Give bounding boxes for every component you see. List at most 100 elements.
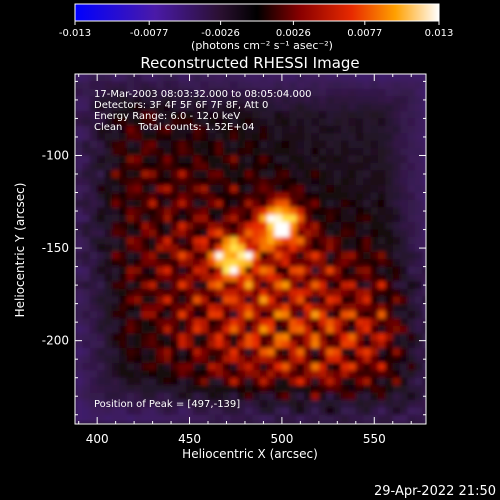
heatmap-cell [407,266,416,275]
heatmap-cell [104,88,113,97]
heatmap-cell [267,362,276,371]
heatmap-cell [126,118,135,127]
heatmap-cell [126,74,135,75]
heatmap-cell [281,325,290,334]
heatmap-cell [274,392,283,401]
heatmap-cell [178,96,187,105]
heatmap-cell [289,377,298,386]
heatmap-cell [75,236,83,245]
heatmap-cell [363,266,372,275]
heatmap-cell [407,207,416,216]
heatmap-cell [156,140,165,149]
heatmap-cell [252,274,261,283]
heatmap-cell [311,118,320,127]
heatmap-cell [252,111,261,120]
heatmap-cell [400,96,409,105]
heatmap-cell [267,325,276,334]
heatmap-cell [326,207,335,216]
heatmap-cell [119,348,128,357]
heatmap-cell [341,377,350,386]
heatmap-cell [422,377,426,386]
heatmap-cell [222,118,231,127]
heatmap-cell [407,236,416,245]
heatmap-cell [259,192,268,201]
heatmap-cell [171,266,180,275]
heatmap-cell [200,333,209,342]
heatmap-cell [333,229,342,238]
heatmap-cell [111,251,120,260]
heatmap-cell [289,111,298,120]
heatmap-cell [407,170,416,179]
heatmap-cell [178,377,187,386]
heatmap-cell [193,177,202,186]
heatmap-cell [111,222,120,231]
heatmap-cell [304,185,313,194]
heatmap-cell [355,385,364,394]
heatmap-cell [193,325,202,334]
heatmap-cell [97,281,106,290]
heatmap-cell [363,177,372,186]
heatmap-cell [304,274,313,283]
heatmap-cell [200,414,209,423]
heatmap-cell [252,244,261,253]
heatmap-cell [222,199,231,208]
heatmap-cell [311,222,320,231]
heatmap-cell [333,251,342,260]
heatmap-cell [348,244,357,253]
heatmap-cell [311,318,320,327]
heatmap-cell [296,318,305,327]
heatmap-cell [407,407,416,416]
heatmap-cell [296,133,305,142]
heatmap-cell [385,288,394,297]
heatmap-cell [89,170,98,179]
heatmap-cell [104,125,113,134]
heatmap-cell [392,414,401,423]
heatmap-cell [230,222,239,231]
heatmap-cell [267,414,276,423]
heatmap-cell [259,333,268,342]
heatmap-cell [193,148,202,157]
heatmap-cell [296,207,305,216]
heatmap-cell [244,229,253,238]
heatmap-cell [363,407,372,416]
heatmap-cell [311,288,320,297]
heatmap-cell [185,370,194,379]
heatmap-cell [185,303,194,312]
heatmap-cell [156,170,165,179]
heatmap-cell [193,281,202,290]
heatmap-cell [111,348,120,357]
heatmap-cell [200,370,209,379]
heatmap-cell [259,370,268,379]
heatmap-cell [215,333,224,342]
heatmap-cell [267,207,276,216]
heatmap-cell [333,392,342,401]
heatmap-cell [363,103,372,112]
heatmap-cell [119,74,128,75]
heatmap-cell [318,118,327,127]
heatmap-cell [156,266,165,275]
heatmap-cell [252,170,261,179]
heatmap-cell [370,192,379,201]
heatmap-cell [348,177,357,186]
heatmap-cell [414,296,423,305]
y-tick-label: -150 [42,241,69,255]
heatmap-cell [289,125,298,134]
heatmap-cell [392,148,401,157]
heatmap-cell [193,125,202,134]
heatmap-cell [385,111,394,120]
heatmap-cell [208,88,216,97]
heatmap-cell [111,259,120,268]
heatmap-cell [289,362,298,371]
heatmap-cell [274,407,283,416]
heatmap-cell [289,281,298,290]
heatmap-cell [326,303,335,312]
heatmap-cell [141,222,150,231]
heatmap-cell [318,229,327,238]
heatmap-cell [370,274,379,283]
heatmap-cell [119,207,128,216]
colorbar-ticks: -0.013 -0.0077 -0.0026 0.0026 0.0077 0.013 [59,21,453,39]
heatmap-cell [422,288,426,297]
heatmap-cell [281,133,290,142]
heatmap-cell [75,177,83,186]
heatmap-cell [200,340,209,349]
